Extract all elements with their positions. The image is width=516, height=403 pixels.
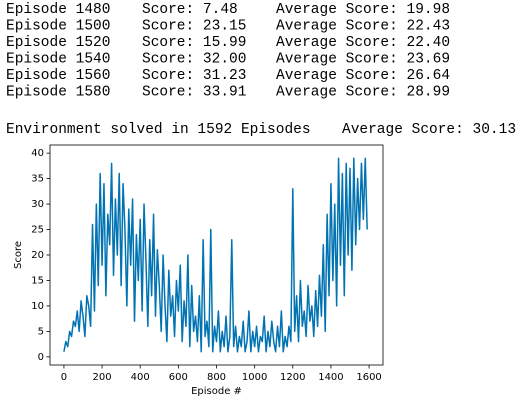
log-score: Score: 15.99 [142, 35, 246, 51]
y-tick-label: 0 [38, 352, 44, 363]
x-tick-label: 200 [93, 372, 112, 383]
solved-average: Average Score: 30.13 [342, 122, 516, 138]
x-tick-label: 600 [169, 372, 188, 383]
y-tick-label: 40 [31, 148, 44, 159]
y-axis-label: Score [13, 241, 24, 269]
log-score: Score: 23.15 [142, 18, 246, 34]
log-episode: Episode 1580 [6, 84, 110, 100]
log-episode: Episode 1540 [6, 51, 110, 67]
log-score: Score: 31.23 [142, 68, 246, 84]
log-episode: Episode 1500 [6, 18, 110, 34]
log-episode: Episode 1560 [6, 68, 110, 84]
log-average: Average Score: 22.43 [276, 18, 450, 34]
log-average: Average Score: 23.69 [276, 51, 450, 67]
log-score: Score: 32.00 [142, 51, 246, 67]
x-tick-label: 0 [61, 372, 67, 383]
log-episode: Episode 1520 [6, 35, 110, 51]
y-tick-label: 15 [31, 275, 44, 286]
log-average: Average Score: 22.40 [276, 35, 450, 51]
log-episode: Episode 1480 [6, 2, 110, 18]
y-tick-label: 20 [31, 250, 44, 261]
log-average: Average Score: 28.99 [276, 84, 450, 100]
x-tick-label: 1600 [356, 372, 381, 383]
x-tick-label: 800 [207, 372, 226, 383]
x-tick-label: 400 [131, 372, 150, 383]
log-score: Score: 7.48 [142, 2, 238, 18]
y-tick-label: 5 [38, 326, 44, 337]
solved-text: Environment solved in 1592 Episodes [6, 122, 311, 138]
x-tick-label: 1400 [318, 372, 343, 383]
y-tick-label: 30 [31, 199, 44, 210]
log-average: Average Score: 19.98 [276, 2, 450, 18]
y-tick-label: 25 [31, 225, 44, 236]
x-axis-label: Episode # [191, 386, 242, 397]
log-score: Score: 33.91 [142, 84, 246, 100]
x-tick-label: 1000 [242, 372, 267, 383]
y-tick-label: 35 [31, 174, 44, 185]
x-tick-label: 1200 [280, 372, 305, 383]
log-average: Average Score: 26.64 [276, 68, 450, 84]
score-line [63, 157, 368, 353]
y-tick-label: 10 [31, 301, 44, 312]
